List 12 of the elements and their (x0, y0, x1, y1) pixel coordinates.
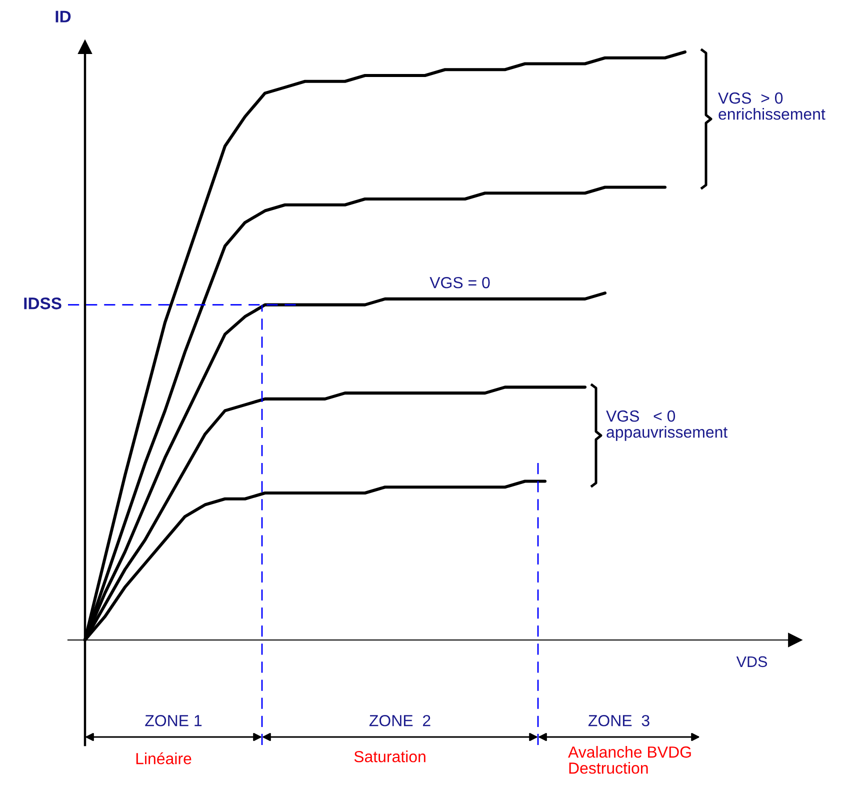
text: Avalanche BVDG Destruction (568, 746, 691, 774)
annotation: VGS < 0 appauvrissement (606, 410, 728, 441)
text: Linéaire (136, 752, 192, 764)
text: ZONE 3 (588, 714, 650, 726)
ref-line-label: IDSS (24, 298, 62, 310)
text: ZONE 1 (145, 714, 202, 726)
annotation: VGS = 0 (430, 276, 490, 288)
x-axis-title: VDS (736, 656, 768, 668)
text: ZONE 2 (369, 714, 430, 726)
y-axis-title: ID (56, 10, 71, 22)
text: VGS > 0 enrichissement (718, 92, 826, 120)
text: Saturation (354, 750, 426, 762)
